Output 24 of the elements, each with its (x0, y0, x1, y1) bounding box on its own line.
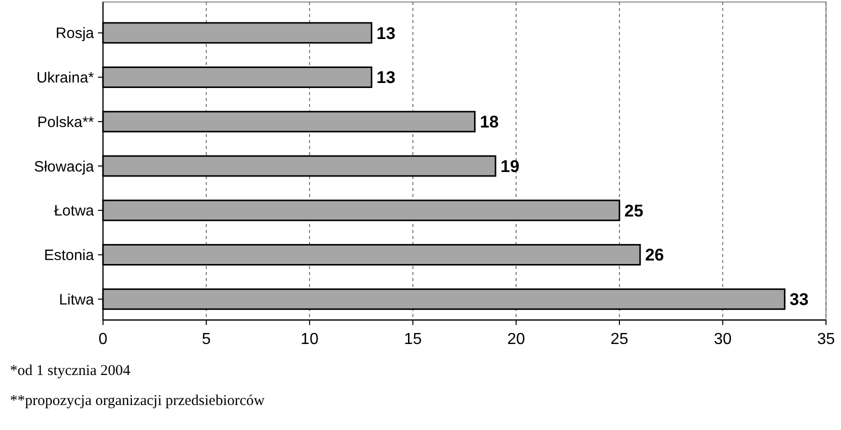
y-tick-label: Polska** (37, 114, 94, 131)
text: **propozycja organizacji przedsiebiorców (10, 393, 265, 409)
data-label: 33 (790, 290, 809, 310)
y-tick-label: Łotwa (54, 202, 95, 220)
y-tick-label: Estonia (44, 247, 95, 264)
x-tick-label: 15 (404, 331, 422, 348)
x-tick-label: 25 (610, 331, 628, 348)
x-tick-label: 20 (507, 331, 526, 348)
y-tick-label: Rosja (56, 25, 95, 42)
x-tick-label: 30 (714, 331, 732, 348)
x-tick-label: 0 (98, 331, 108, 348)
x-tick-label: 10 (300, 331, 319, 348)
data-label: 13 (376, 24, 396, 43)
x-tick-label: 5 (202, 331, 211, 348)
data-label: 26 (645, 246, 664, 265)
data-label: 25 (624, 201, 644, 220)
y-tick-label: Słowacja (34, 158, 95, 176)
data-label: 19 (500, 156, 520, 176)
text: *od 1 stycznia 2004 (10, 363, 131, 379)
x-tick-label: 35 (817, 331, 835, 348)
data-label: 13 (376, 68, 396, 88)
y-tick-label: Litwa (58, 291, 95, 308)
y-tick-label: Ukraina* (36, 69, 94, 86)
data-label: 18 (480, 112, 499, 132)
